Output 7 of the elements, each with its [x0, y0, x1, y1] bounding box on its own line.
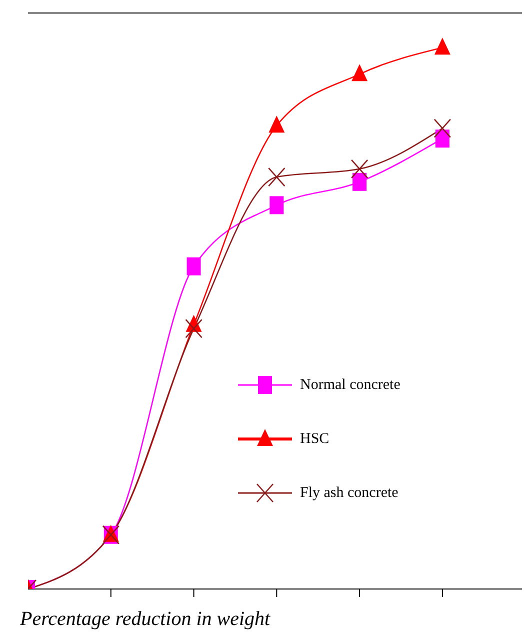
point — [352, 172, 367, 191]
point — [270, 196, 284, 214]
legend-label: HSC — [300, 430, 330, 448]
legend-label: Fly ash concrete — [300, 484, 398, 502]
point — [435, 130, 450, 148]
legend-label: Normal concrete — [300, 376, 400, 394]
x-axis-title: Percentage reduction in weight — [19, 608, 271, 630]
